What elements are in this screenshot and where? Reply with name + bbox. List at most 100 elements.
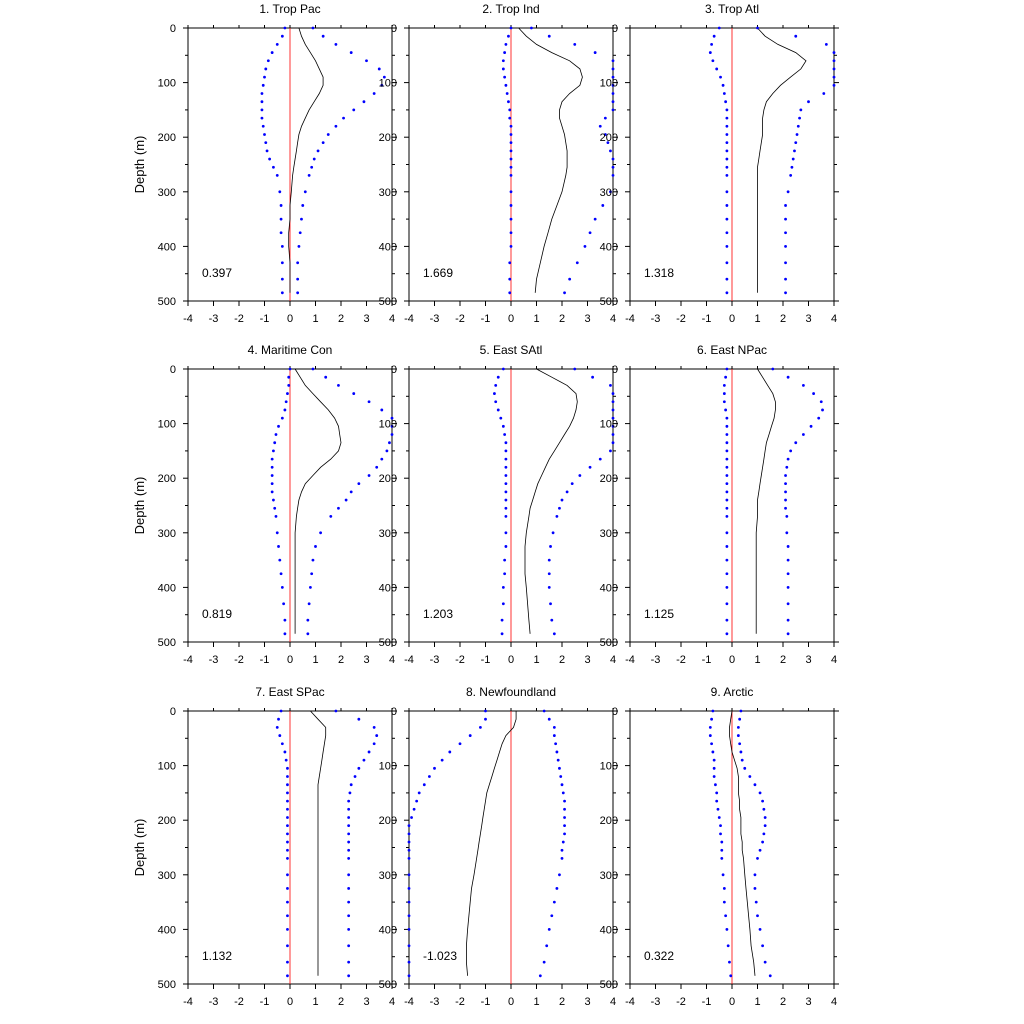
lower-bound-point: [286, 807, 289, 811]
upper-bound-point: [784, 277, 787, 281]
upper-bound-point: [347, 944, 351, 948]
upper-bound-point: [756, 857, 759, 860]
upper-bound-point: [819, 400, 823, 404]
x-tick-label: -1: [481, 996, 491, 1008]
lower-bound-point: [710, 742, 713, 746]
lower-bound-point: [260, 116, 264, 120]
upper-bound-point: [337, 383, 340, 387]
lower-bound-point: [279, 217, 283, 221]
lower-bound-point: [286, 857, 289, 860]
upper-bound-point: [753, 873, 757, 877]
upper-bound-point: [310, 165, 314, 169]
upper-bound-point: [611, 441, 615, 445]
upper-bound-point: [558, 873, 561, 877]
x-tick-label: -1: [481, 654, 491, 666]
upper-bound-point: [347, 807, 351, 811]
upper-bound-point: [807, 100, 810, 104]
x-tick-label: -2: [676, 996, 686, 1008]
y-axis-label: Depth (m): [132, 819, 147, 877]
lower-bound-point: [712, 758, 716, 762]
x-tick-label: 3: [805, 313, 811, 325]
x-tick-label: 4: [610, 313, 616, 325]
lower-bound-point: [270, 51, 274, 54]
lower-bound-point: [708, 51, 712, 54]
lower-bound-point: [504, 465, 508, 469]
upper-bound-point: [551, 531, 555, 535]
y-tick-label: 300: [158, 187, 176, 199]
upper-bound-point: [365, 59, 368, 63]
lower-bound-point: [725, 416, 729, 420]
lower-bound-point: [280, 742, 284, 746]
y-tick-label: 100: [379, 78, 397, 90]
upper-bound-point: [375, 465, 379, 469]
y-tick-label: 0: [391, 364, 397, 376]
lower-bound-point: [712, 775, 716, 778]
lower-bound-point: [410, 816, 413, 819]
upper-bound-point: [347, 887, 351, 890]
y-tick-label: 400: [379, 241, 397, 253]
lower-bound-point: [711, 59, 715, 63]
lower-bound-point: [715, 67, 719, 71]
upper-bound-point: [817, 416, 821, 420]
lower-bound-point: [484, 709, 487, 713]
lower-bound-point: [264, 67, 268, 71]
x-tick-label: 1: [754, 996, 760, 1008]
upper-bound-point: [784, 506, 787, 510]
upper-bound-point: [347, 799, 351, 803]
upper-bound-point: [362, 758, 366, 762]
upper-bound-point: [300, 217, 303, 221]
mean-profile-line: [524, 368, 578, 634]
upper-bound-point: [611, 100, 615, 104]
lower-bound-point: [503, 572, 507, 576]
upper-bound-point: [832, 51, 836, 54]
upper-bound-point: [357, 717, 361, 721]
upper-bound-point: [588, 465, 592, 469]
x-tick-label: 0: [287, 313, 293, 325]
x-tick-label: -4: [625, 313, 635, 325]
x-tick-label: -4: [183, 654, 193, 666]
lower-bound-point: [725, 157, 729, 161]
x-tick-label: 3: [805, 654, 811, 666]
upper-bound-point: [352, 392, 356, 395]
lower-bound-point: [501, 59, 505, 63]
lower-bound-point: [722, 392, 726, 395]
upper-bound-point: [347, 816, 351, 819]
upper-bound-point: [795, 133, 799, 136]
lower-bound-point: [272, 449, 275, 453]
lower-bound-point: [504, 506, 508, 510]
lower-bound-point: [508, 116, 512, 120]
lower-bound-point: [508, 108, 512, 112]
panel-title: 7. East SPac: [255, 685, 324, 699]
y-tick-label: 200: [600, 132, 618, 144]
mean-profile-line: [729, 710, 756, 976]
panel-4: 4. Maritime Con -4 -3 -2 -1 0 1 2 3 4 0 100 200 300 40…: [132, 343, 397, 666]
lower-bound-point: [272, 498, 275, 502]
lower-bound-point: [725, 531, 729, 535]
x-tick-label: -1: [481, 313, 491, 325]
upper-bound-point: [611, 157, 615, 161]
upper-bound-point: [347, 848, 351, 852]
lower-bound-point: [507, 100, 510, 104]
x-tick-label: 1: [312, 996, 318, 1008]
lower-bound-point: [501, 367, 505, 371]
lower-bound-point: [448, 750, 452, 754]
lower-bound-point: [722, 900, 726, 904]
upper-bound-point: [545, 944, 549, 948]
lower-bound-point: [712, 34, 716, 38]
x-tick-label: -3: [430, 996, 440, 1008]
y-tick-label: 100: [158, 419, 176, 431]
upper-bound-point: [303, 190, 307, 194]
x-tick-label: 2: [559, 996, 565, 1008]
upper-bound-point: [353, 775, 357, 778]
upper-bound-point: [324, 375, 328, 379]
lower-bound-point: [283, 408, 287, 412]
upper-bound-point: [789, 174, 793, 177]
lower-bound-point: [725, 245, 729, 248]
panel-title: 2. Trop Ind: [482, 2, 539, 16]
x-tick-label: 3: [805, 996, 811, 1008]
upper-bound-point: [784, 245, 787, 248]
y-tick-label: 0: [612, 23, 618, 35]
lower-bound-point: [264, 141, 268, 145]
lower-bound-point: [263, 133, 266, 136]
